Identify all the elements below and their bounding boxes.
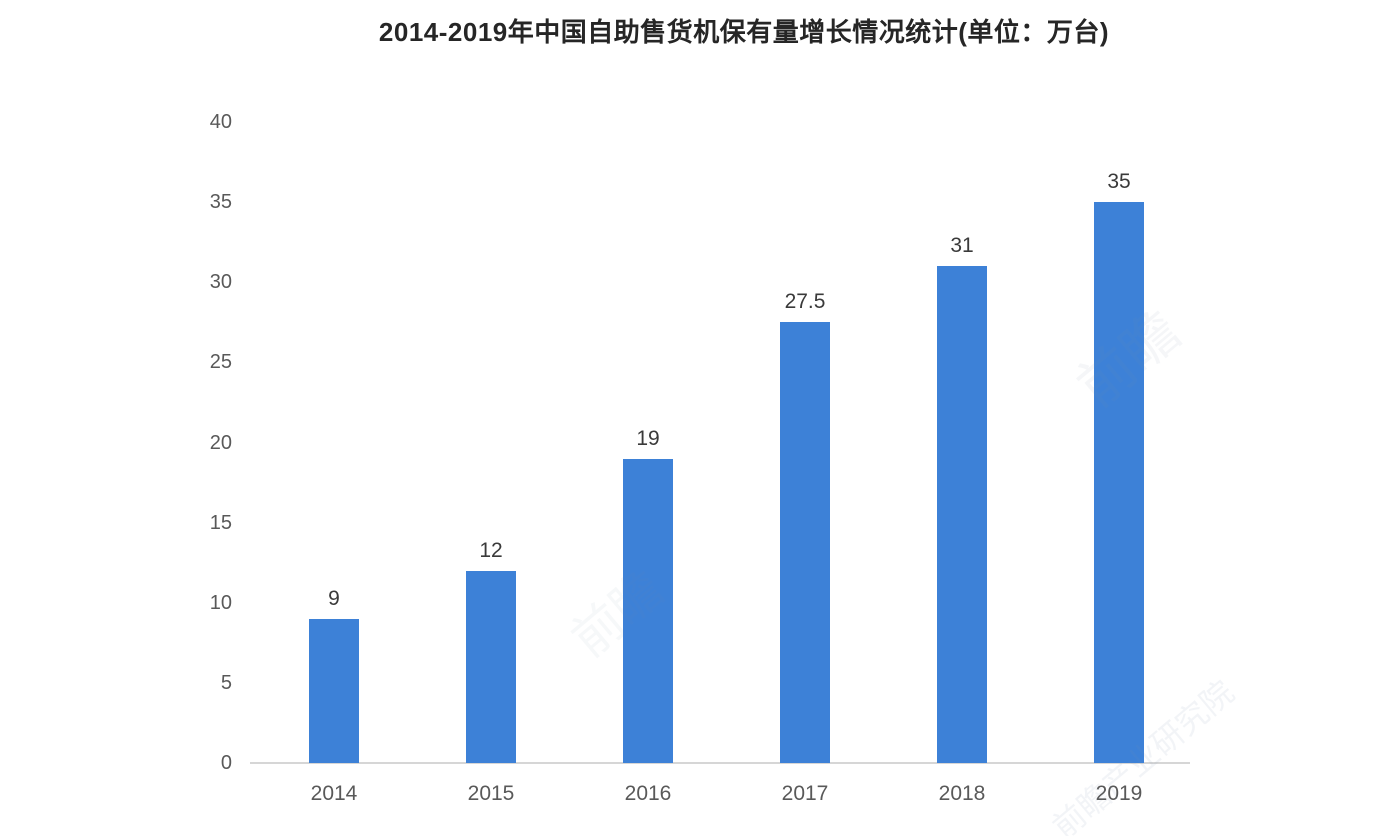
y-tick-label: 10 xyxy=(209,591,232,614)
bar xyxy=(623,458,673,763)
x-tick-label: 2018 xyxy=(938,782,986,805)
y-tick-label: 0 xyxy=(220,752,232,774)
bar-value-label: 27.5 xyxy=(784,290,826,314)
bar xyxy=(780,322,830,763)
bar-value-label: 12 xyxy=(479,538,503,562)
y-tick-label: 40 xyxy=(209,111,232,133)
bar xyxy=(309,618,359,763)
bar xyxy=(466,570,516,763)
y-tick-label: 35 xyxy=(209,191,232,214)
bar-value-label: 9 xyxy=(328,586,340,610)
y-tick-label: 25 xyxy=(209,351,232,374)
x-axis-line xyxy=(250,762,1190,764)
x-tick-label: 2017 xyxy=(781,782,829,805)
x-tick-label: 2019 xyxy=(1095,782,1143,805)
bar-value-label: 19 xyxy=(636,426,660,450)
bar xyxy=(1094,202,1144,763)
x-tick-label: 2015 xyxy=(467,782,515,805)
bar xyxy=(937,266,987,763)
bar-value-label: 31 xyxy=(950,234,974,258)
x-tick-label: 2014 xyxy=(310,782,358,805)
y-tick-label: 15 xyxy=(209,511,232,534)
y-tick-label: 5 xyxy=(220,671,232,694)
y-tick-label: 30 xyxy=(209,271,232,294)
y-tick-label: 20 xyxy=(209,431,232,454)
x-tick-label: 2016 xyxy=(624,782,672,805)
chart-title: 2014-2019年中国自助售货机保有量增长情况统计(单位：万台) xyxy=(378,17,1110,47)
bar-value-label: 35 xyxy=(1107,170,1131,194)
